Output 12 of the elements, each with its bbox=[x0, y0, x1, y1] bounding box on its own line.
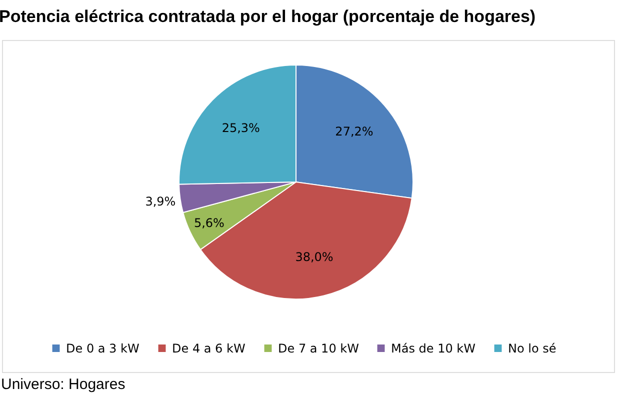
data-label: 25,3% bbox=[222, 120, 260, 135]
legend-label: Más de 10 kW bbox=[391, 341, 476, 356]
text: Universo: Hogares bbox=[1, 376, 126, 393]
legend-label: De 4 a 6 kW bbox=[172, 341, 246, 356]
data-label: 38,0% bbox=[295, 250, 334, 264]
data-label: 3,9% bbox=[145, 194, 176, 208]
data-label: 27,2% bbox=[335, 124, 374, 138]
legend-label: De 7 a 10 kW bbox=[278, 341, 360, 356]
legend-label: De 0 a 3 kW bbox=[66, 341, 140, 356]
legend-label: No lo sé bbox=[508, 341, 556, 356]
chart-title: Potencia eléctrica contratada por el hogar (porcentaje de hogares) bbox=[0, 7, 536, 26]
data-label: 5,6% bbox=[194, 216, 224, 230]
